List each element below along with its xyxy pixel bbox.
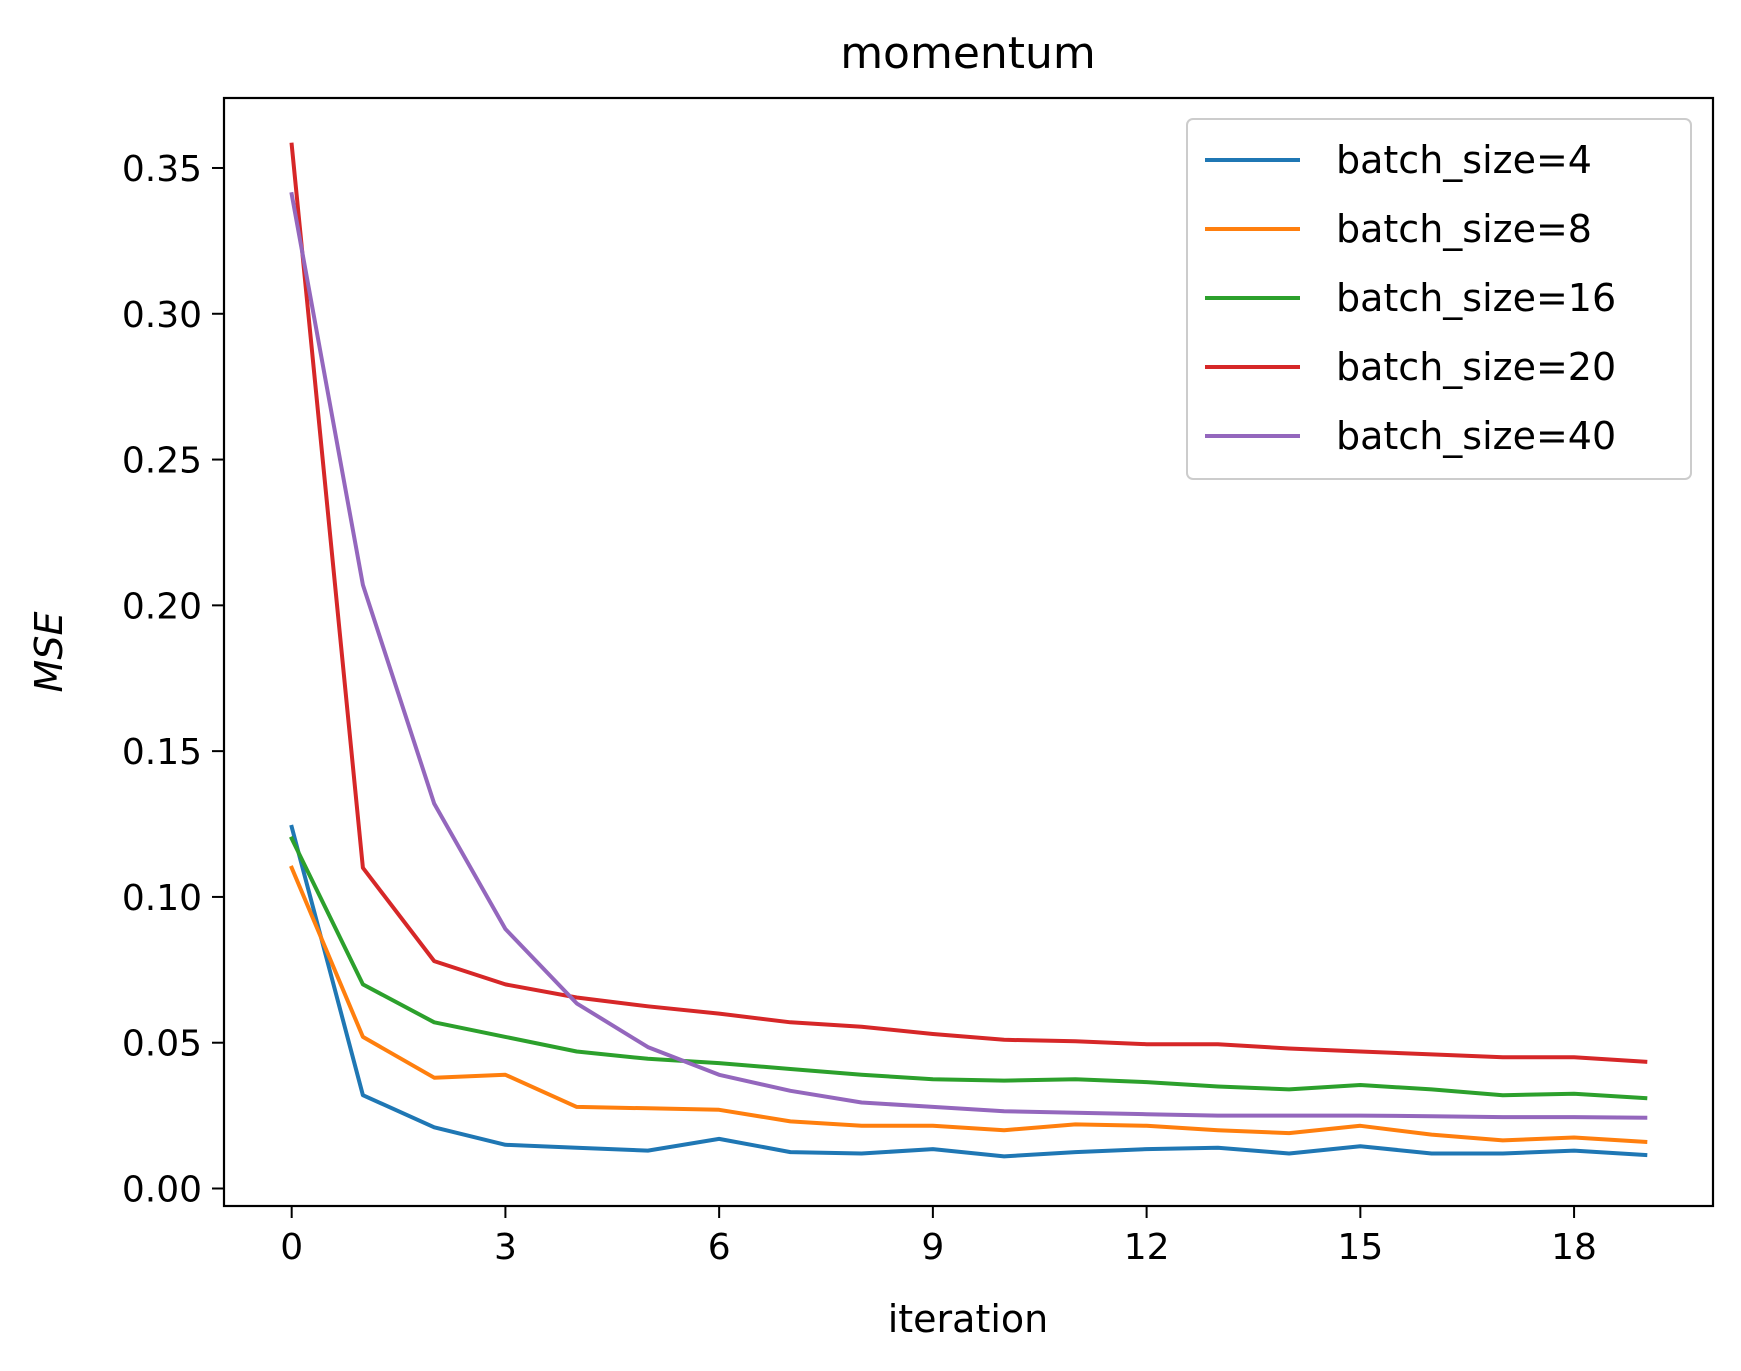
x-tick-label: 18 (1551, 1227, 1597, 1268)
x-axis: 0 3 6 9 12 15 18 (280, 1206, 1597, 1268)
y-axis-label: MSE (27, 612, 71, 693)
x-tick-label: 6 (708, 1227, 731, 1268)
y-tick-label: 0.05 (122, 1024, 202, 1065)
x-tick-label: 3 (494, 1227, 517, 1268)
legend-label: batch_size=4 (1336, 138, 1592, 182)
y-tick-label: 0.20 (122, 586, 202, 627)
x-axis-label: iteration (888, 1297, 1049, 1341)
legend: batch_size=4 batch_size=8 batch_size=16bat… (1186, 118, 1692, 480)
series-line-batch-size-4 (289, 824, 1648, 1159)
y-tick-label: 0.15 (122, 732, 202, 773)
x-tick-label: 12 (1124, 1227, 1170, 1268)
plot-frame (222, 96, 1715, 1208)
legend-label: batch_size=20 (1336, 345, 1616, 389)
series-layer (289, 142, 1648, 1159)
series-line-batch-size-40 (289, 191, 1648, 1120)
y-axis: 0.00 0.05 0.10 0.15 0.20 0.25 0.30 0.35 (122, 149, 224, 1211)
series-line-batch-size-8 (289, 865, 1648, 1145)
legend-label: batch_size=8 (1336, 207, 1592, 251)
legend-label: batch_size=40 (1336, 414, 1616, 458)
y-tick-label: 0.10 (122, 878, 202, 919)
legend-frame (1186, 118, 1692, 480)
series-line-batch-size-20 (289, 142, 1648, 1064)
x-tick-label: 15 (1337, 1227, 1383, 1268)
x-tick-label: 0 (280, 1227, 303, 1268)
legend-label: batch_size=16 (1336, 276, 1616, 320)
y-tick-label: 0.00 (122, 1170, 202, 1211)
y-tick-label: 0.30 (122, 295, 202, 336)
x-tick-label: 9 (921, 1227, 944, 1268)
y-tick-label: 0.25 (122, 441, 202, 482)
y-tick-label: 0.35 (122, 149, 202, 190)
series-line-batch-size-16 (289, 835, 1648, 1101)
chart-title: momentum (840, 28, 1096, 79)
